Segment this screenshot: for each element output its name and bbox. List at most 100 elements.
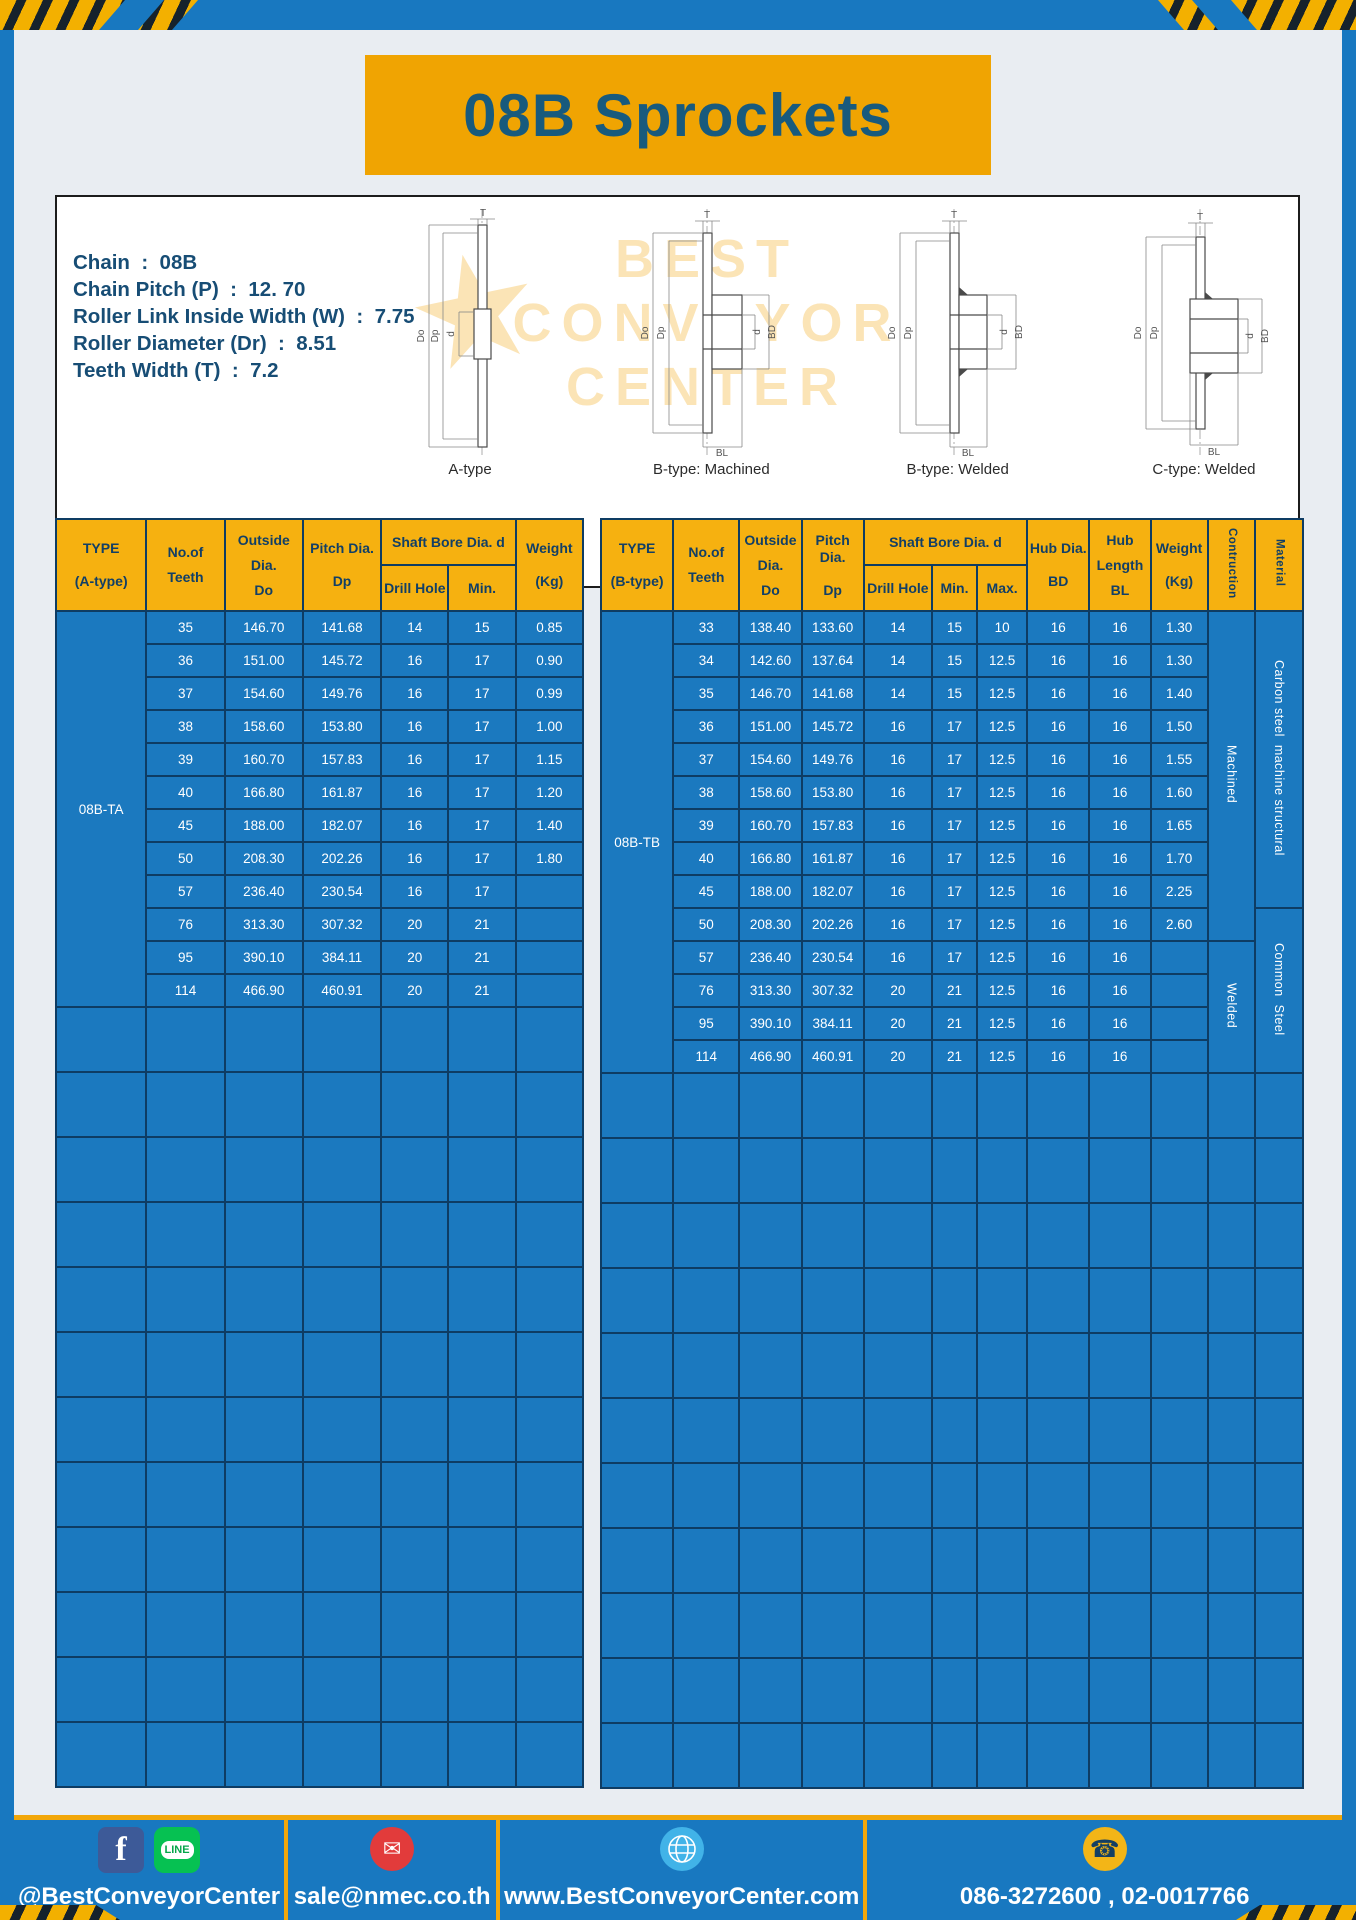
table-cell bbox=[380, 1721, 450, 1788]
facebook-icon: f bbox=[98, 1827, 145, 1873]
table-cell bbox=[672, 1462, 741, 1529]
table-cell bbox=[514, 1201, 585, 1268]
table-row: 57 236.40 230.54 16 17 bbox=[56, 874, 585, 909]
table-cell bbox=[672, 1332, 741, 1399]
chain-specs: Chain : 08B Chain Pitch (P) : 12. 70 Rol… bbox=[73, 249, 415, 384]
table-cell: 1.50 bbox=[1149, 709, 1209, 744]
table-cell: 12.5 bbox=[976, 841, 1029, 876]
table-cell bbox=[54, 1266, 148, 1333]
table-cell bbox=[514, 1461, 585, 1528]
table-cell: 16 bbox=[1088, 940, 1152, 975]
sprocket-table-b: TYPE (B-type) No.of Teeth Outside Dia. Do Pi… bbox=[599, 518, 1305, 1789]
table-cell: 146.70 bbox=[738, 676, 803, 711]
table-cell bbox=[1088, 1332, 1152, 1399]
table-cell bbox=[54, 1006, 148, 1073]
table-cell bbox=[862, 1202, 933, 1269]
hazard-stripe-top-right-2 bbox=[1158, 0, 1218, 30]
table-cell bbox=[1253, 1722, 1305, 1789]
spec-line: Chain : 08B bbox=[73, 251, 198, 274]
table-cell: 145.72 bbox=[301, 643, 383, 678]
table-cell: 230.54 bbox=[800, 940, 865, 975]
col-max: Max. bbox=[976, 564, 1029, 612]
table-cell bbox=[1088, 1072, 1152, 1139]
table-cell bbox=[1206, 1202, 1256, 1269]
table-cell bbox=[599, 1527, 675, 1594]
table-cell bbox=[976, 1397, 1029, 1464]
hazard-stripe-top-left-2 bbox=[138, 0, 198, 30]
footer-bar: f LINE @BestConveyorCenter ✉ sale@nmec.c… bbox=[14, 1815, 1342, 1920]
table-row: 34 142.60 137.64 14 15 12.5 16 16 1.30 bbox=[601, 643, 1303, 678]
table-cell bbox=[1206, 1267, 1256, 1334]
table-cell: 133.60 bbox=[800, 610, 865, 645]
table-cell: 36 bbox=[145, 643, 226, 678]
table-cell bbox=[514, 1071, 585, 1138]
table-row: 50 208.30 202.26 16 17 12.5 16 16 2.60 Common Ste… bbox=[601, 907, 1305, 1074]
table-cell bbox=[301, 1136, 383, 1203]
table-cell: 146.70 bbox=[223, 610, 304, 645]
table-cell: 16 bbox=[380, 643, 450, 678]
table-cell: 16 bbox=[1088, 742, 1152, 777]
figure-c-type-welded: T Do Dp d BD BL C-type: Welded bbox=[1124, 207, 1284, 478]
figure-caption: A-type bbox=[448, 461, 492, 478]
table-row: 39 160.70 157.83 16 17 12.5 16 16 1.65 bbox=[601, 808, 1303, 843]
table-cell bbox=[223, 1591, 304, 1658]
table-cell bbox=[1026, 1202, 1091, 1269]
table-row: 45 188.00 182.07 16 17 1.40 bbox=[56, 808, 585, 843]
table-cell: 17 bbox=[930, 808, 979, 843]
dim-t-label: T bbox=[704, 210, 710, 221]
table-cell: 16 bbox=[862, 709, 933, 744]
table-cell bbox=[447, 1331, 517, 1398]
table-cell: 36 bbox=[672, 709, 741, 744]
footer-divider bbox=[284, 1820, 289, 1920]
table-cell: 158.60 bbox=[738, 775, 803, 810]
table-cell bbox=[1206, 1657, 1256, 1724]
table-cell: 35 bbox=[145, 610, 226, 645]
table-cell bbox=[380, 1656, 450, 1723]
table-cell bbox=[223, 1136, 304, 1203]
table-cell bbox=[145, 1006, 226, 1073]
table-cell bbox=[738, 1722, 803, 1789]
page-title: 08B Sprockets bbox=[463, 81, 893, 149]
table-cell bbox=[301, 1201, 383, 1268]
table-cell bbox=[54, 1331, 148, 1398]
table-cell bbox=[514, 1526, 585, 1593]
table-cell bbox=[145, 1396, 226, 1463]
table-cell bbox=[145, 1071, 226, 1138]
table-cell bbox=[930, 1202, 979, 1269]
table-cell bbox=[976, 1072, 1029, 1139]
table-cell: 17 bbox=[930, 940, 979, 975]
dim-dp-label: Dp bbox=[656, 326, 667, 339]
table-cell bbox=[930, 1267, 979, 1334]
table-cell bbox=[301, 1071, 383, 1138]
table-cell bbox=[976, 1462, 1029, 1529]
table-cell bbox=[976, 1202, 1029, 1269]
table-cell bbox=[145, 1201, 226, 1268]
empty-row bbox=[54, 1591, 585, 1658]
empty-row bbox=[54, 1461, 585, 1528]
dim-t-label: T bbox=[480, 208, 486, 219]
table-cell: 390.10 bbox=[738, 1006, 803, 1041]
table-cell bbox=[800, 1267, 865, 1334]
table-cell: 16 bbox=[1026, 808, 1091, 843]
table-row: 36 151.00 145.72 16 17 0.90 bbox=[56, 643, 585, 678]
table-cell: 45 bbox=[672, 874, 741, 909]
table-cell: 57 bbox=[145, 874, 226, 909]
table-a-body: 08B-TA 35 146.70 141.68 14 15 0.85 36 151.00 145.… bbox=[54, 610, 585, 1788]
table-row: 40 166.80 161.87 16 17 12.5 16 16 1.70 bbox=[601, 841, 1303, 876]
table-row: 114 466.90 460.91 20 21 bbox=[56, 973, 585, 1008]
table-cell bbox=[930, 1527, 979, 1594]
col-drill-hole: Drill Hole bbox=[380, 564, 450, 612]
table-cell bbox=[54, 1656, 148, 1723]
table-cell bbox=[514, 1266, 585, 1333]
table-cell bbox=[54, 1591, 148, 1658]
table-cell bbox=[930, 1592, 979, 1659]
table-cell bbox=[223, 1266, 304, 1333]
table-cell bbox=[800, 1332, 865, 1399]
table-cell bbox=[930, 1072, 979, 1139]
table-cell: 12.5 bbox=[976, 1039, 1029, 1074]
table-cell bbox=[54, 1136, 148, 1203]
table-row: 35 146.70 141.68 14 15 12.5 16 16 1.40 bbox=[601, 676, 1303, 711]
table-cell bbox=[1149, 1722, 1209, 1789]
table-cell bbox=[447, 1591, 517, 1658]
table-cell bbox=[1026, 1332, 1091, 1399]
